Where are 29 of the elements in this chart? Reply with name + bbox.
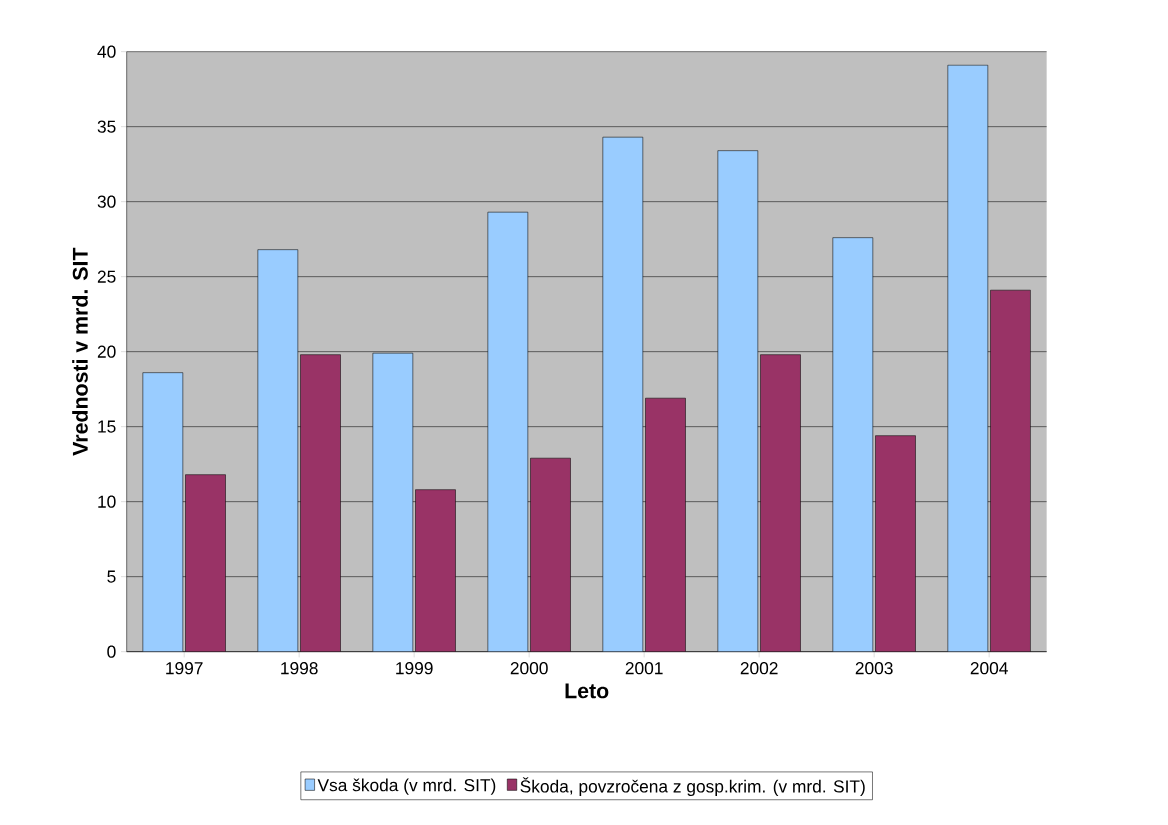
y-tick-label: 40: [97, 45, 116, 58]
legend-label: Škoda, povzročena z gosp.krim. (v mrd. SIT): [520, 777, 865, 796]
y-tick-label: 35: [97, 120, 116, 133]
x-tick-label: 2003: [855, 662, 893, 675]
x-tick-label: 1998: [281, 662, 318, 675]
bar: [300, 354, 341, 652]
bar: [185, 474, 226, 652]
y-tick-label: 25: [97, 270, 116, 283]
x-tick-label: 2004: [970, 662, 1008, 675]
y-tick-label: 5: [107, 570, 116, 583]
bar: [875, 435, 916, 652]
y-tick-label: 15: [98, 420, 116, 433]
bar: [645, 397, 686, 652]
y-axis-title: Vrednosti v mrd. SIT: [72, 247, 88, 456]
x-axis-title: Leto: [565, 683, 609, 699]
bar: [760, 354, 801, 652]
y-tick-label: 0: [107, 645, 116, 658]
y-tick-label: 30: [97, 195, 116, 208]
legend-label: Vsa škoda (v mrd. SIT): [317, 778, 496, 795]
bar: [415, 489, 456, 652]
x-tick-label: 2000: [510, 662, 548, 675]
y-tick-label: 20: [97, 345, 116, 358]
x-tick-label: 2002: [740, 662, 778, 675]
x-tick-label: 1997: [166, 662, 203, 675]
bar: [990, 289, 1031, 652]
x-tick-label: 2001: [625, 662, 663, 675]
bar: [530, 457, 571, 652]
y-tick-label: 10: [98, 495, 116, 508]
x-tick-label: 1999: [396, 662, 433, 675]
